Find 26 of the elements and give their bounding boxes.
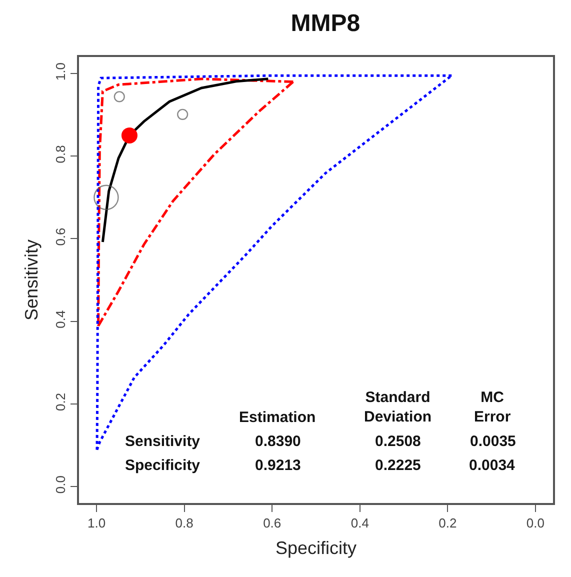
annotation: 0.2508 bbox=[375, 433, 421, 450]
annotation: Standard Deviation bbox=[364, 389, 432, 426]
annotation: 0.0034 bbox=[469, 457, 516, 474]
y-tick-label: 0.4 bbox=[53, 310, 68, 328]
annotation: 0.2225 bbox=[375, 457, 421, 474]
annotation: 0.8390 bbox=[255, 433, 301, 450]
annotation: Specificity bbox=[125, 457, 201, 474]
annotation: Estimation bbox=[239, 409, 316, 426]
y-tick-label: 0.6 bbox=[53, 228, 68, 246]
x-tick-label: 0.0 bbox=[526, 515, 544, 530]
annotation: 0.0035 bbox=[470, 433, 516, 450]
annotation: MC Error bbox=[474, 389, 511, 426]
y-tick-label: 1.0 bbox=[53, 62, 68, 81]
x-tick-label: 0.2 bbox=[438, 515, 457, 530]
x-tick-label: 0.6 bbox=[263, 515, 282, 530]
x-tick-label: 0.4 bbox=[350, 515, 369, 530]
chart-title: MMP8 bbox=[290, 10, 360, 38]
x-tick-label: 1.0 bbox=[88, 515, 106, 530]
y-axis-title: Sensitivity bbox=[22, 239, 42, 321]
y-tick-label: 0.2 bbox=[53, 392, 68, 411]
annotation: 0.9213 bbox=[255, 457, 301, 474]
x-axis-title: Specificity bbox=[275, 538, 357, 558]
annotation: Sensitivity bbox=[125, 433, 201, 450]
y-tick-label: 0.8 bbox=[53, 145, 68, 164]
y-tick-label: 0.0 bbox=[53, 475, 68, 494]
x-tick-label: 0.8 bbox=[175, 515, 194, 530]
